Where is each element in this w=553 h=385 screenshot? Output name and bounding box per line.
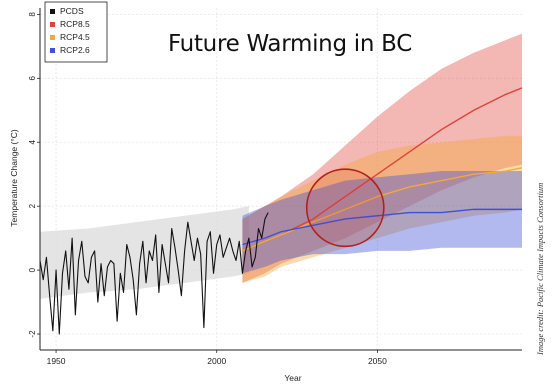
image-credit: Image credit: Pacific Climate Impacts Co… bbox=[535, 182, 545, 355]
annotations bbox=[305, 168, 385, 248]
annotation-circle bbox=[305, 168, 385, 248]
uncertainty-bands bbox=[40, 33, 522, 299]
x-tick-label: 1950 bbox=[47, 356, 66, 366]
legend-swatch bbox=[50, 48, 55, 53]
legend-swatch bbox=[50, 22, 55, 27]
legend-swatch bbox=[50, 9, 55, 14]
y-tick-label: 2 bbox=[28, 203, 37, 208]
legend: PCDS RCP8.5 RCP4.5 RCP2.6 bbox=[44, 1, 108, 63]
line-rcp26 bbox=[242, 208, 522, 246]
axes: -2 0 2 4 6 8 1950 2000 2050 Year Temperature Chang… bbox=[9, 8, 522, 383]
x-tick-label: 2050 bbox=[368, 356, 387, 366]
y-tick-label: 6 bbox=[28, 76, 37, 81]
legend-label: RCP2.6 bbox=[60, 45, 90, 55]
line-pcds bbox=[39, 212, 269, 335]
legend-label: RCP8.5 bbox=[60, 19, 90, 29]
legend-label: PCDS bbox=[60, 6, 84, 16]
legend-box bbox=[44, 1, 108, 63]
y-tick-label: 0 bbox=[28, 267, 37, 272]
x-axis-label: Year bbox=[284, 373, 301, 383]
legend-label: RCP4.5 bbox=[60, 32, 90, 42]
band-rcp45 bbox=[242, 135, 522, 283]
line-rcp45 bbox=[242, 167, 523, 252]
series-lines bbox=[39, 87, 523, 335]
band-rcp26 bbox=[242, 171, 522, 274]
band-rcp85 bbox=[242, 33, 522, 283]
y-tick-label: 4 bbox=[28, 139, 37, 144]
chart-title: Future Warming in BC bbox=[168, 31, 412, 57]
historical-band bbox=[40, 206, 249, 299]
y-tick-label: -2 bbox=[28, 330, 37, 338]
legend-swatch bbox=[50, 35, 55, 40]
y-axis-label: Temperature Change (°C) bbox=[9, 129, 19, 227]
x-tick-label: 2000 bbox=[207, 356, 226, 366]
y-tick-label: 8 bbox=[28, 12, 37, 17]
